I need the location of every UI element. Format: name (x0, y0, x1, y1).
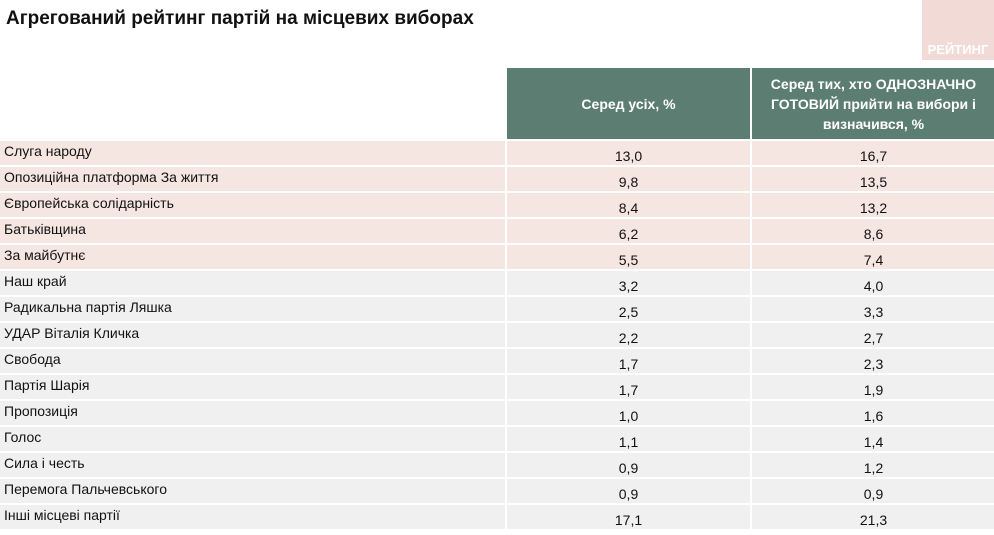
column-header: Серед тих, хто ОДНОЗНАЧНО ГОТОВИЙ прийти… (752, 68, 994, 139)
rating-value: 2,3 (752, 349, 994, 373)
rating-value: 7,4 (752, 245, 994, 269)
rating-value: 13,2 (752, 193, 994, 217)
logo: РЕЙТИНГ (922, 0, 994, 60)
table-row: Європейська солідарність 8,4 13,2 (0, 193, 994, 217)
rating-value: 21,3 (752, 505, 994, 529)
rating-value: 1,7 (507, 375, 750, 399)
table-row: Свобода 1,7 2,3 (0, 349, 994, 373)
rating-value: 3,3 (752, 297, 994, 321)
party-name: Партія Шарія (0, 375, 505, 399)
table-row: Опозиційна платформа За життя 9,8 13,5 (0, 167, 994, 191)
column-header: Серед усіх, % (507, 68, 750, 139)
rating-value: 1,0 (507, 401, 750, 425)
table-row: Слуга народу 13,0 16,7 (0, 141, 994, 165)
party-name: УДАР Віталія Кличка (0, 323, 505, 347)
title: Агрегований рейтинг партій на місцевих в… (6, 8, 474, 29)
rating-value: 1,9 (752, 375, 994, 399)
rating-value: 16,7 (752, 141, 994, 165)
table-row: Радикальна партія Ляшка 2,5 3,3 (0, 297, 994, 321)
rating-value: 4,0 (752, 271, 994, 295)
table-row: Сила і честь 0,9 1,2 (0, 453, 994, 477)
rating-value: 2,7 (752, 323, 994, 347)
table-row: УДАР Віталія Кличка 2,2 2,7 (0, 323, 994, 347)
party-name: Опозиційна платформа За життя (0, 167, 505, 191)
rating-value: 1,2 (752, 453, 994, 477)
rating-value: 5,5 (507, 245, 750, 269)
rating-value: 0,9 (507, 479, 750, 503)
table-row: Перемога Пальчевського 0,9 0,9 (0, 479, 994, 503)
rating-value: 0,9 (507, 453, 750, 477)
rating-value: 8,4 (507, 193, 750, 217)
rating-value: 1,4 (752, 427, 994, 451)
rating-value: 17,1 (507, 505, 750, 529)
party-name: Сила і честь (0, 453, 505, 477)
party-name: За майбутнє (0, 245, 505, 269)
party-name: Свобода (0, 349, 505, 373)
rating-value: 1,1 (507, 427, 750, 451)
table-row: Батьківщина 6,2 8,6 (0, 219, 994, 243)
party-name: Батьківщина (0, 219, 505, 243)
rating-value: 0,9 (752, 479, 994, 503)
rating-value: 6,2 (507, 219, 750, 243)
party-name: Пропозиція (0, 401, 505, 425)
table-row: Голос 1,1 1,4 (0, 427, 994, 451)
rating-value: 8,6 (752, 219, 994, 243)
rating-value: 3,2 (507, 271, 750, 295)
table-row: Пропозиція 1,0 1,6 (0, 401, 994, 425)
party-name: Радикальна партія Ляшка (0, 297, 505, 321)
table-row: Партія Шарія 1,7 1,9 (0, 375, 994, 399)
rating-value: 13,5 (752, 167, 994, 191)
party-name: Наш край (0, 271, 505, 295)
party-name: Слуга народу (0, 141, 505, 165)
party-name: Європейська солідарність (0, 193, 505, 217)
rating-value: 1,6 (752, 401, 994, 425)
rating-value: 13,0 (507, 141, 750, 165)
party-name: Інші місцеві партії (0, 505, 505, 529)
rating-value: 2,5 (507, 297, 750, 321)
party-name: Голос (0, 427, 505, 451)
table-row: Інші місцеві партії 17,1 21,3 (0, 505, 994, 529)
rating-value: 1,7 (507, 349, 750, 373)
table-row: Наш край 3,2 4,0 (0, 271, 994, 295)
party-name: Перемога Пальчевського (0, 479, 505, 503)
table-body: Слуга народу 13,0 16,7 Опозиційна платформа… (0, 141, 994, 531)
table-header: Серед усіх, % Серед тих, хто ОДНОЗНАЧНО … (507, 68, 994, 139)
table-row: За майбутнє 5,5 7,4 (0, 245, 994, 269)
rating-value: 2,2 (507, 323, 750, 347)
rating-value: 9,8 (507, 167, 750, 191)
